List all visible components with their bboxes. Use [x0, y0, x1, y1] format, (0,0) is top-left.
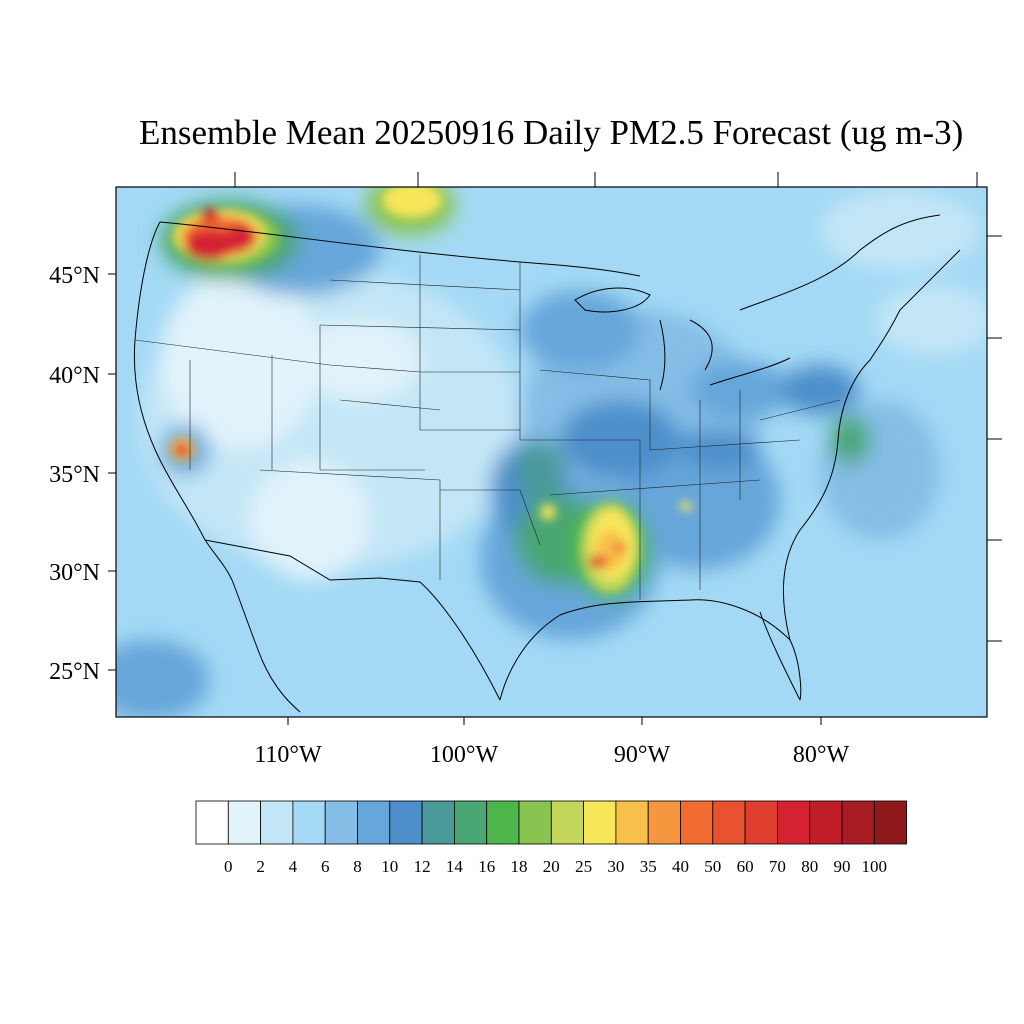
colorbar-swatch [744, 800, 778, 845]
title-text: Ensemble Mean 20250916 Daily PM [139, 113, 661, 152]
lat-label-45: 45°N [49, 263, 100, 289]
colorbar-swatch [227, 800, 262, 845]
colorbar-swatch [809, 800, 843, 845]
lon-label-110w: 110°W [254, 742, 322, 768]
lake-superior [574, 287, 651, 313]
colorbar-swatch [292, 800, 326, 845]
colorbar-label: 35 [640, 857, 657, 876]
colorbar-swatch [615, 800, 649, 845]
colorbar-swatch [453, 800, 488, 845]
colorbar-label: 20 [543, 857, 560, 876]
colorbar-swatch [195, 800, 229, 845]
colorbar-label: 70 [769, 857, 786, 876]
colorbar-label: 80 [801, 857, 818, 876]
latitude-labels: 45°N 40°N 35°N 30°N 25°N [49, 263, 100, 685]
colorbar-label: 16 [478, 857, 495, 876]
title-text-middle: Forecast (ug m [703, 113, 923, 152]
colorbar-label: 90 [834, 857, 851, 876]
colorbar-swatch [421, 800, 455, 845]
lon-label-80w: 80°W [793, 742, 850, 768]
colorbar-swatch [841, 800, 875, 845]
colorbar [195, 800, 907, 845]
colorbar-label: 30 [607, 857, 624, 876]
colorbar-label: 40 [672, 857, 689, 876]
lat-label-25: 25°N [49, 659, 100, 685]
colorbar-label: 12 [414, 857, 431, 876]
colorbar-label: 6 [321, 857, 330, 876]
colorbar-swatch [550, 800, 584, 845]
colorbar-label: 100 [862, 857, 888, 876]
atlantic-coast [783, 249, 961, 641]
colorbar-label: 2 [256, 857, 265, 876]
colorbar-swatch [712, 800, 746, 845]
colorbar-swatch [873, 800, 907, 845]
map-frame [115, 186, 988, 718]
lat-label-30: 30°N [49, 560, 100, 586]
colorbar-label: 25 [575, 857, 592, 876]
pacific-coast [133, 221, 301, 713]
map-title: Ensemble Mean 20250916 Daily PM2.5 Forec… [0, 0, 1024, 170]
lake-michigan [659, 319, 666, 391]
colorbar-swatch [680, 800, 714, 845]
colorbar-label: 4 [289, 857, 298, 876]
mexico-border [204, 539, 501, 701]
colorbar-label: 8 [353, 857, 362, 876]
lon-label-100w: 100°W [430, 742, 499, 768]
colorbar-label: 0 [224, 857, 233, 876]
pm25-field [116, 187, 987, 717]
gulf-coast [499, 599, 802, 701]
colorbar-label: 14 [446, 857, 464, 876]
lat-label-40: 40°N [49, 363, 100, 389]
colorbar-label: 60 [737, 857, 754, 876]
canada-border-east [739, 214, 941, 311]
colorbar-swatch [324, 800, 358, 845]
title-subscript: 2.5 [660, 113, 704, 152]
title-superscript: -3 [922, 113, 952, 152]
colorbar-label: 18 [511, 857, 528, 876]
colorbar-swatch [518, 800, 552, 845]
state-lines [134, 255, 841, 600]
colorbar-labels: 0 2 4 6 8 10 12 14 16 18 20 25 30 35 40 50 60 70 80 90 100 [224, 857, 887, 876]
florida-peninsula [759, 611, 801, 701]
tick-marks [108, 172, 1002, 725]
lake-erie [709, 357, 791, 386]
colorbar-swatch [647, 800, 681, 845]
canada-border [159, 221, 641, 277]
colorbar-label: 10 [381, 857, 398, 876]
lon-label-90w: 90°W [614, 742, 671, 768]
colorbar-swatch [486, 800, 520, 845]
colorbar-swatch [777, 800, 811, 845]
colorbar-swatch [260, 800, 294, 845]
title-text-suffix: ) [951, 113, 964, 152]
colorbar-swatch [583, 800, 617, 845]
colorbar-swatch [389, 800, 423, 845]
lat-label-35: 35°N [49, 462, 100, 488]
longitude-labels: 110°W 100°W 90°W 80°W [254, 742, 849, 768]
colorbar-swatch [357, 800, 391, 845]
map-boundaries [133, 214, 961, 713]
lake-huron [689, 319, 713, 371]
colorbar-label: 50 [704, 857, 721, 876]
